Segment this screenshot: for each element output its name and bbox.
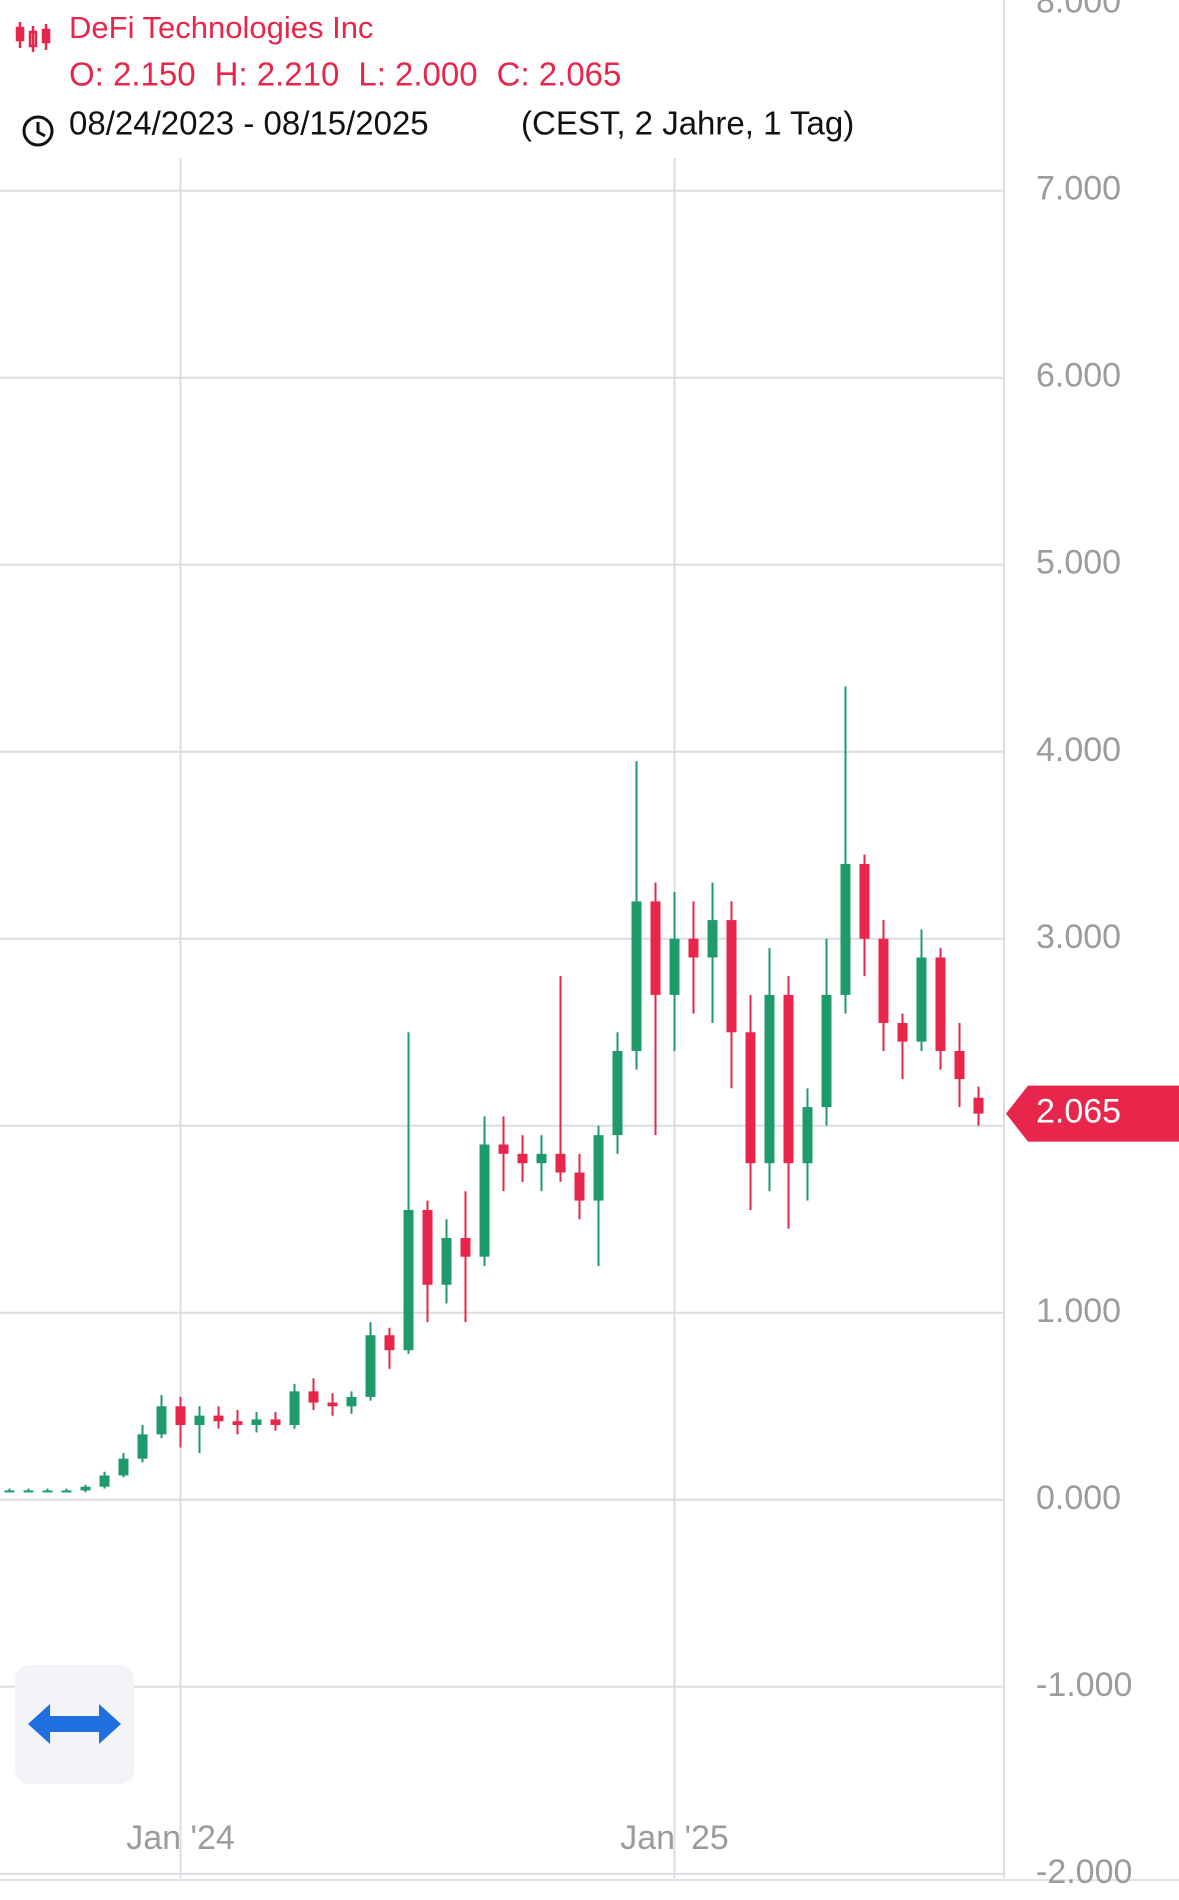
- price-badge: [1006, 1085, 1179, 1142]
- x-tick-label: Jan '24: [126, 1819, 235, 1857]
- header-bg: [0, 0, 1003, 158]
- y-tick-label: 4.000: [1036, 731, 1121, 769]
- y-tick-label: 7.000: [1036, 170, 1121, 208]
- candle-body: [479, 1144, 490, 1257]
- candle-body: [669, 938, 680, 995]
- candle-body: [213, 1415, 224, 1422]
- ohlc-row: O: 2.150 H: 2.210 L: 2.000 C: 2.065: [69, 56, 621, 93]
- ohlc-item: L: 2.000: [358, 56, 477, 93]
- candle-body: [384, 1335, 395, 1351]
- candle-body: [175, 1406, 186, 1425]
- candle-body: [99, 1475, 110, 1487]
- candle-body: [270, 1419, 281, 1425]
- ohlc-item: H: 2.210: [215, 56, 340, 93]
- candle-body: [878, 938, 889, 1023]
- candle-body: [935, 957, 946, 1051]
- candle-body: [118, 1458, 129, 1476]
- candle-body: [612, 1050, 623, 1136]
- candle-body: [688, 938, 699, 958]
- candle-body: [42, 1490, 53, 1493]
- candle-body: [289, 1391, 300, 1425]
- candle-body: [156, 1406, 167, 1435]
- candle-body: [441, 1237, 452, 1285]
- candle-body: [973, 1097, 984, 1114]
- candle-body: [821, 994, 832, 1108]
- pan-icon[interactable]: [28, 1704, 121, 1744]
- clock-icon: [22, 115, 54, 147]
- candle-body: [4, 1490, 15, 1493]
- candle-body: [460, 1237, 471, 1257]
- candle-body: [365, 1335, 376, 1397]
- candle-body: [650, 901, 661, 995]
- candle-body: [840, 863, 851, 995]
- candle-body: [403, 1209, 414, 1351]
- y-tick-label: 3.000: [1036, 918, 1121, 956]
- candle-body: [346, 1396, 357, 1407]
- ohlc-item: O: 2.150: [69, 56, 196, 93]
- candle-body: [764, 994, 775, 1164]
- candle-body: [897, 1022, 908, 1042]
- candle-body: [80, 1486, 91, 1491]
- candle-body: [308, 1391, 319, 1403]
- price-badge-label: 2.065: [1036, 1093, 1121, 1131]
- x-tick-label: Jan '25: [620, 1819, 729, 1857]
- candle-body: [517, 1153, 528, 1164]
- y-tick-label: -1.000: [1036, 1666, 1132, 1704]
- candle-body: [232, 1421, 243, 1425]
- pan-button[interactable]: [15, 1665, 134, 1784]
- candle-icon: [15, 22, 51, 52]
- candle-body: [916, 957, 927, 1042]
- candle-body: [251, 1419, 262, 1425]
- candle-body: [802, 1107, 813, 1164]
- candle-body: [574, 1172, 585, 1201]
- candle-body: [631, 901, 642, 1051]
- y-tick-label: 0.000: [1036, 1479, 1121, 1517]
- y-axis: 8.0007.0006.0005.0004.0003.0002.0001.000…: [126, 0, 1179, 1891]
- y-tick-label: 8.000: [1036, 0, 1121, 21]
- range-note: (CEST, 2 Jahre, 1 Tag): [521, 105, 854, 142]
- candle-body: [422, 1209, 433, 1285]
- y-tick-label: 1.000: [1036, 1292, 1121, 1330]
- candle-body: [593, 1135, 604, 1201]
- ohlc-item: C: 2.065: [497, 56, 622, 93]
- candles: [4, 686, 984, 1493]
- candle-body: [859, 863, 870, 939]
- candle-body: [954, 1050, 965, 1080]
- grid: [0, 0, 1004, 1878]
- candle-body: [783, 994, 794, 1164]
- y-tick-label: 5.000: [1036, 544, 1121, 582]
- candle-body: [137, 1434, 148, 1459]
- y-tick-label: 6.000: [1036, 357, 1121, 395]
- y-tick-label: -2.000: [1036, 1853, 1132, 1891]
- candle-body: [23, 1490, 34, 1493]
- date-range: 08/24/2023 - 08/15/2025: [69, 105, 429, 142]
- candle-body: [536, 1153, 547, 1164]
- candle-body: [498, 1144, 509, 1154]
- candle-body: [555, 1153, 566, 1173]
- chart-title: DeFi Technologies Inc: [69, 10, 373, 45]
- candle-body: [745, 1032, 756, 1164]
- candle-body: [707, 920, 718, 958]
- candle-body: [327, 1402, 338, 1407]
- candle-body: [61, 1490, 72, 1493]
- candle-body: [726, 920, 737, 1033]
- candle-body: [194, 1415, 205, 1425]
